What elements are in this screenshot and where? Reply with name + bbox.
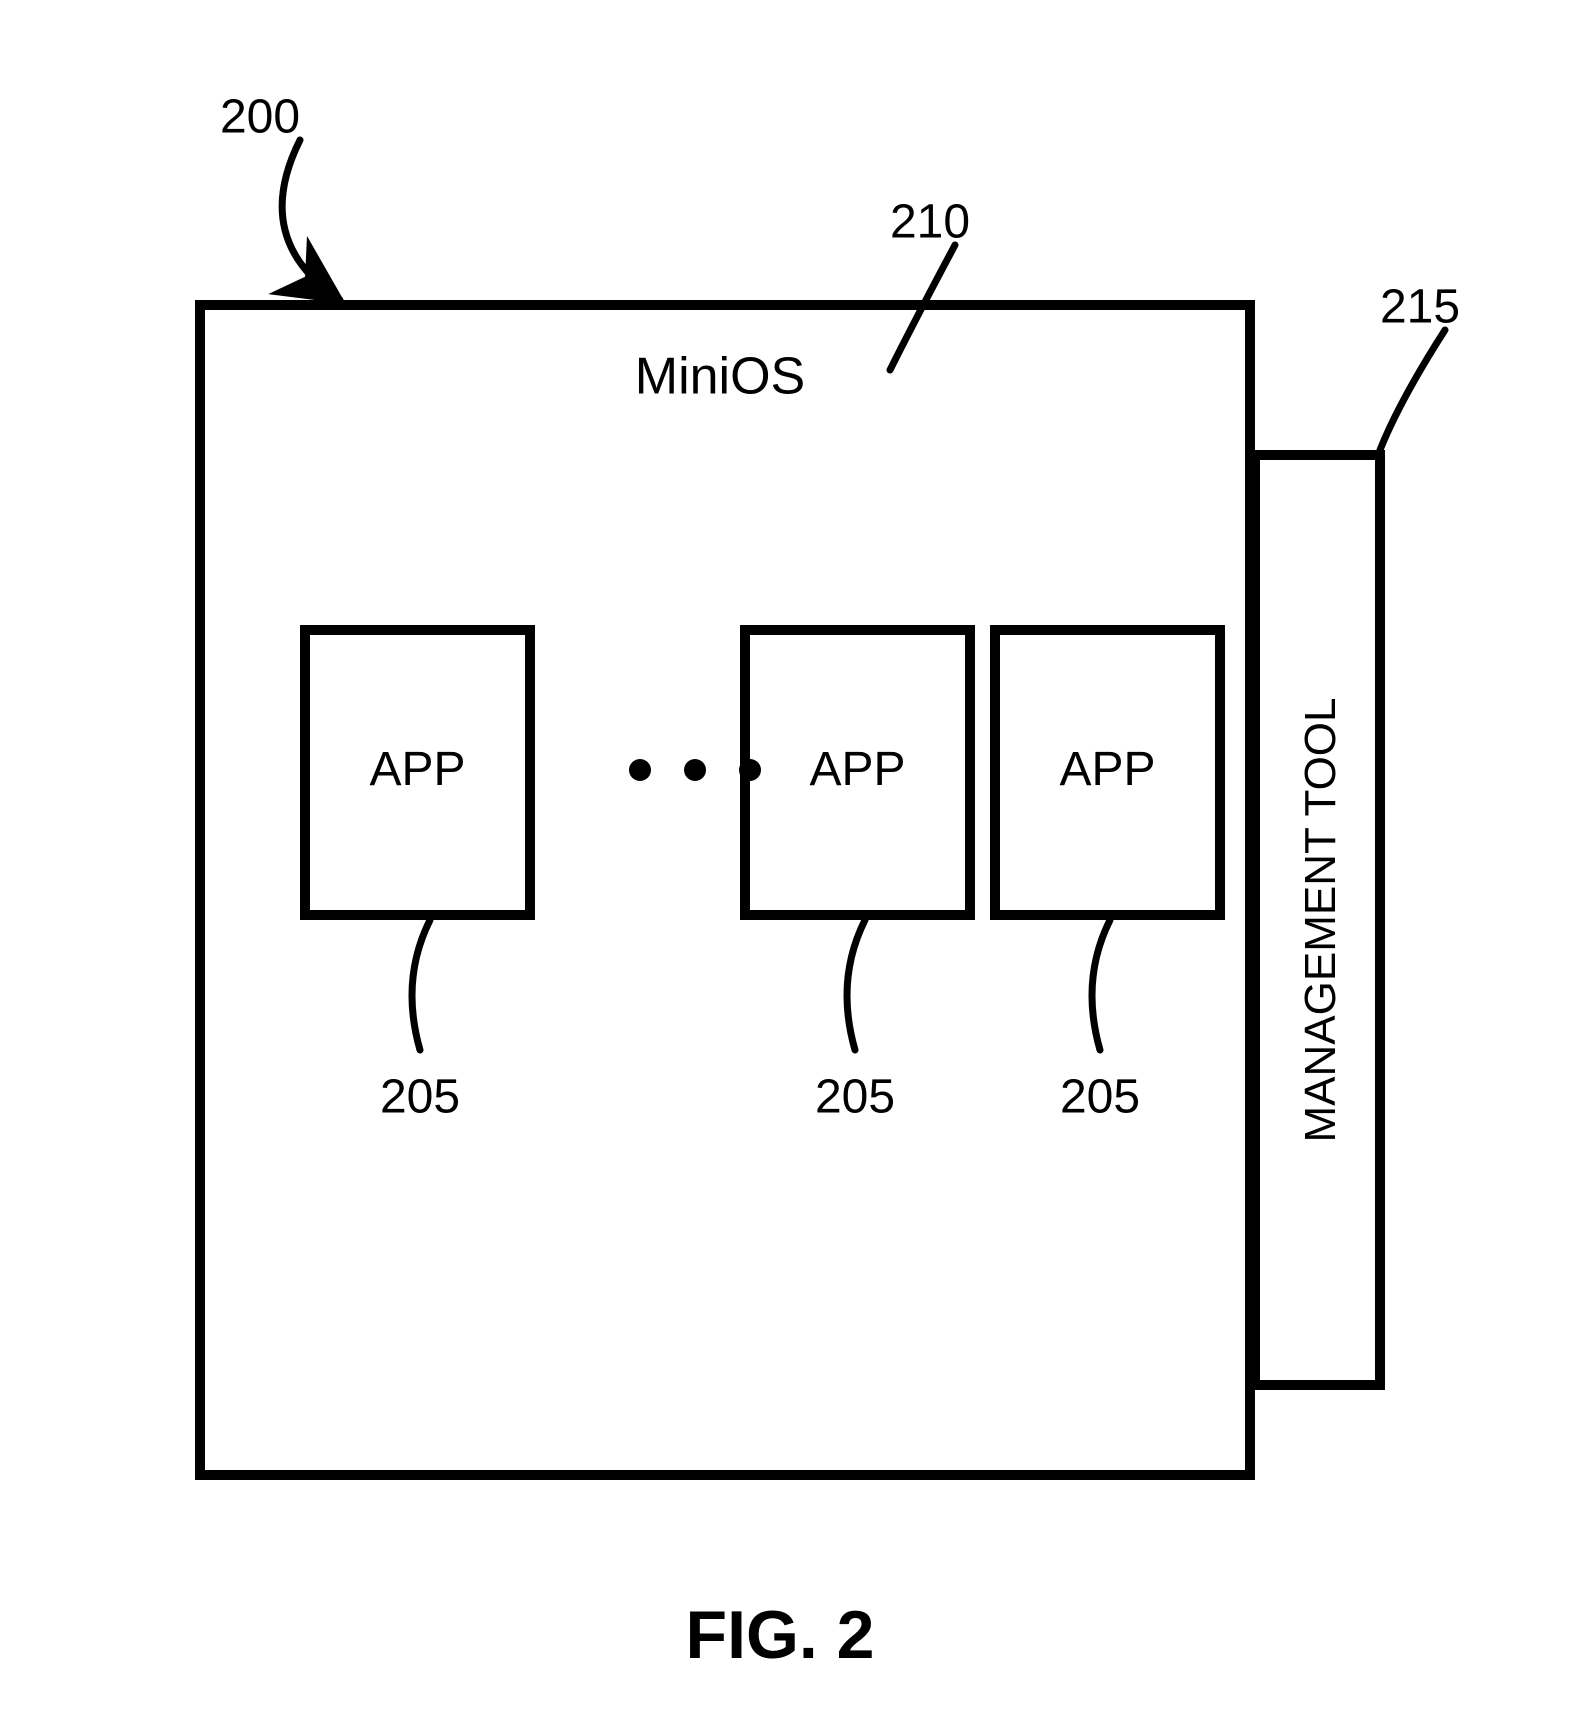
ref-210: 210 xyxy=(890,196,970,249)
figure-label: FIG. 2 xyxy=(686,1597,875,1673)
ref-215: 215 xyxy=(1380,281,1460,334)
ellipsis-dot xyxy=(629,759,651,781)
app-label-2: APP xyxy=(1059,743,1155,796)
app-ref-2: 205 xyxy=(1060,1071,1140,1124)
ellipsis-dot xyxy=(739,759,761,781)
leader-200 xyxy=(282,140,340,300)
ref-200: 200 xyxy=(220,91,300,144)
app-label-0: APP xyxy=(369,743,465,796)
management-tool-label: MANAGEMENT TOOL xyxy=(1296,698,1345,1143)
app-label-1: APP xyxy=(809,743,905,796)
app-ref-0: 205 xyxy=(380,1071,460,1124)
leader-215 xyxy=(1380,330,1445,450)
app-ref-1: 205 xyxy=(815,1071,895,1124)
ellipsis-dot xyxy=(684,759,706,781)
minios-label: MiniOS xyxy=(635,348,805,406)
